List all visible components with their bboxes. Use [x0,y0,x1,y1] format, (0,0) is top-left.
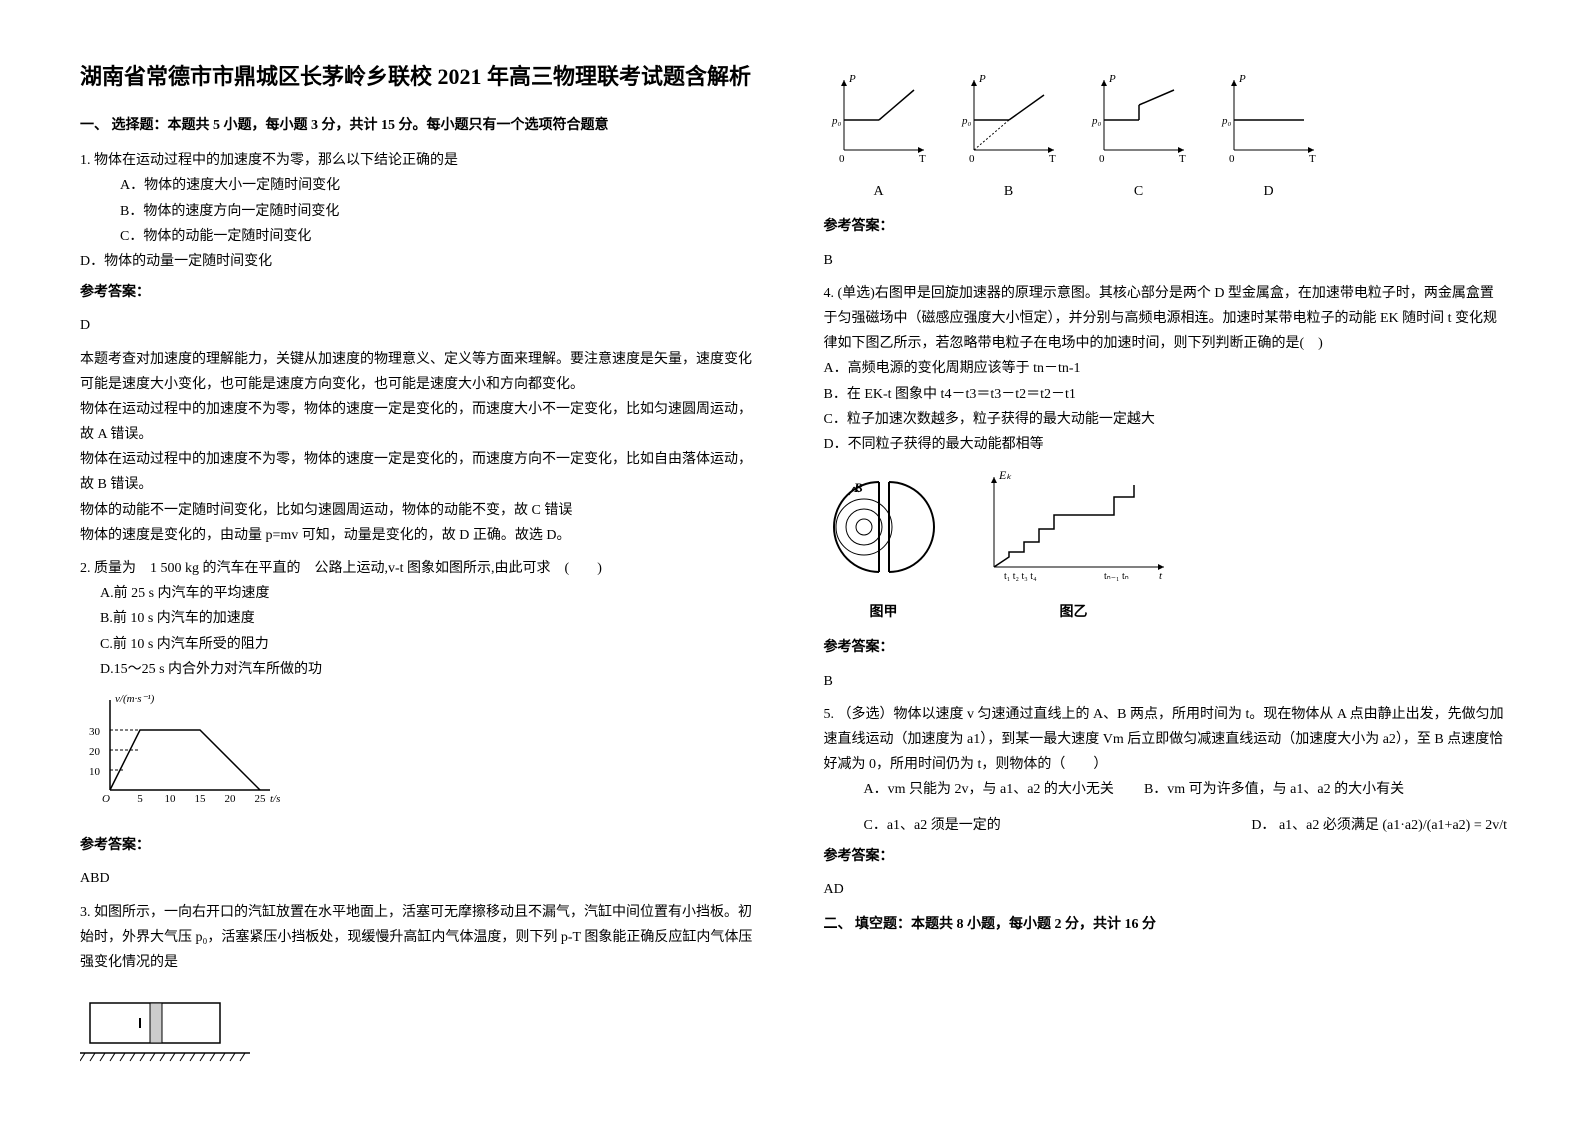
svg-text:10: 10 [165,793,177,805]
q3-label-d: D [1214,179,1324,204]
q4-opt-c: C．粒子加速次数越多，粒子获得的最大动能一定越大 [824,407,1508,432]
svg-text:25: 25 [255,793,267,805]
q2-opt-d: D.15～25 s 内合外力对汽车所做的功 [100,657,764,682]
q4-fig2: Eₖ t₁ t₂ t₃ t₄ tₙ₋₁ tₙ t 图乙 [974,467,1174,625]
q3-graph-d: p₀ P T 0 D [1214,70,1324,204]
q2-ans-label: 参考答案： [80,833,764,858]
q2-stem: 2. 质量为 1 500 kg 的汽车在平直的 公路上运动,v-t 图象如图所示… [80,556,764,581]
q1-opt-c: C．物体的动能一定随时间变化 [120,224,764,249]
svg-text:T: T [1049,153,1056,165]
svg-text:p₀: p₀ [1221,115,1232,127]
q5-formula: a1、a2 必须满足 (a1·a2)/(a1+a2) = 2v/t [1279,818,1507,833]
q1-exp1: 本题考查对加速度的理解能力，关键从加速度的物理意义、定义等方面来理解。要注意速度… [80,347,764,397]
q1-opt-d: D．物体的动量一定随时间变化 [80,249,764,274]
svg-text:30: 30 [89,726,101,738]
svg-text:20: 20 [89,746,101,758]
question-5: 5. （多选）物体以速度 v 匀速通过直线上的 A、B 两点，所用时间为 t。现… [824,702,1508,902]
q2-vt-chart: 10 20 30 5 10 15 20 25 v/(m·s⁻¹) t/s O [80,690,280,810]
q2-ans: ABD [80,866,764,891]
svg-text:0: 0 [969,153,975,165]
question-1: 1. 物体在运动过程中的加速度不为零，那么以下结论正确的是 A．物体的速度大小一… [80,148,764,548]
svg-text:t₁ t₂ t₃ t₄: t₁ t₂ t₃ t₄ [1004,571,1037,582]
svg-text:P: P [1108,73,1116,85]
q4-fig1: B 图甲 [824,467,944,625]
q3-graph-options: p₀ P T 0 A p₀ P T 0 B [824,70,1508,204]
svg-text:O: O [102,793,110,805]
q4-opt-a: A．高频电源的变化周期应该等于 tn－tn-1 [824,356,1508,381]
svg-text:15: 15 [195,793,207,805]
q2-opt-b: B.前 10 s 内汽车的加速度 [100,606,764,631]
q4-opt-d: D．不同粒子获得的最大动能都相等 [824,432,1508,457]
svg-text:10: 10 [89,766,101,778]
q1-opt-a: A．物体的速度大小一定随时间变化 [120,173,764,198]
q1-ans-label: 参考答案： [80,280,764,305]
svg-text:t: t [1159,570,1163,582]
q1-exp4: 物体的动能不一定随时间变化，比如匀速圆周运动，物体的动能不变，故 C 错误 [80,498,764,523]
q1-opt-b: B．物体的速度方向一定随时间变化 [120,199,764,224]
svg-text:p₀: p₀ [831,115,842,127]
q3-graph-c: p₀ P T 0 C [1084,70,1194,204]
q4-ans-label: 参考答案： [824,635,1508,660]
svg-text:p₀: p₀ [961,115,972,127]
q3-graph-b: p₀ P T 0 B [954,70,1064,204]
q3-label-b: B [954,179,1064,204]
svg-text:v/(m·s⁻¹): v/(m·s⁻¹) [115,693,155,705]
q3-label-c: C [1084,179,1194,204]
section-2-header: 二、 填空题：本题共 8 小题，每小题 2 分，共计 16 分 [824,912,1508,937]
q3-graph-a: p₀ P T 0 A [824,70,934,204]
q3-cylinder-diagram [80,983,260,1073]
svg-text:0: 0 [839,153,845,165]
q4-opt-b: B．在 EK-t 图象中 t4－t3＝t3－t2＝t2－t1 [824,382,1508,407]
q2-opt-a: A.前 25 s 内汽车的平均速度 [100,581,764,606]
svg-text:0: 0 [1229,153,1235,165]
q1-stem: 1. 物体在运动过程中的加速度不为零，那么以下结论正确的是 [80,148,764,173]
q4-stem: 4. (单选)右图甲是回旋加速器的原理示意图。其核心部分是两个 D 型金属盒，在… [824,281,1508,357]
svg-text:tₙ₋₁ tₙ: tₙ₋₁ tₙ [1104,571,1129,582]
q1-exp2: 物体在运动过程中的加速度不为零，物体的速度一定是变化的，而速度大小不一定变化，比… [80,397,764,447]
svg-text:0: 0 [1099,153,1105,165]
q2-opt-c: C.前 10 s 内汽车所受的阻力 [100,632,764,657]
q1-exp3: 物体在运动过程中的加速度不为零，物体的速度一定是变化的，而速度方向不一定变化，比… [80,447,764,497]
exam-title: 湖南省常德市市鼎城区长茅岭乡联校 2021 年高三物理联考试题含解析 [80,60,764,93]
question-2: 2. 质量为 1 500 kg 的汽车在平直的 公路上运动,v-t 图象如图所示… [80,556,764,892]
svg-text:20: 20 [225,793,237,805]
question-4: 4. (单选)右图甲是回旋加速器的原理示意图。其核心部分是两个 D 型金属盒，在… [824,281,1508,694]
q5-opt-c: C．a1、a2 须是一定的 [864,813,1001,838]
svg-text:t/s: t/s [270,793,280,805]
svg-text:p₀: p₀ [1091,115,1102,127]
q5-opt-d: D． a1、a2 必须满足 (a1·a2)/(a1+a2) = 2v/t [1251,813,1507,838]
q5-opt-a: A．vm 只能为 2v，与 a1、a2 的大小无关 [864,777,1114,802]
svg-text:P: P [848,73,856,85]
svg-text:T: T [919,153,926,165]
q1-exp5: 物体的速度是变化的，由动量 p=mv 可知，动量是变化的，故 D 正确。故选 D… [80,523,764,548]
svg-text:T: T [1309,153,1316,165]
q3-ans: B [824,248,1508,273]
svg-text:P: P [978,73,986,85]
q3-stem: 3. 如图所示，一向右开口的汽缸放置在水平地面上，活塞可无摩擦移动且不漏气，汽缸… [80,900,764,976]
q3-label-a: A [824,179,934,204]
svg-text:T: T [1179,153,1186,165]
svg-text:5: 5 [137,793,143,805]
q3-ans-label: 参考答案： [824,214,1508,239]
q5-ans-label: 参考答案： [824,844,1508,869]
section-1-header: 一、 选择题：本题共 5 小题，每小题 3 分，共计 15 分。每小题只有一个选… [80,113,764,138]
q1-ans: D [80,313,764,338]
svg-text:P: P [1238,73,1246,85]
q5-stem: 5. （多选）物体以速度 v 匀速通过直线上的 A、B 两点，所用时间为 t。现… [824,702,1508,778]
q5-ans: AD [824,877,1508,902]
q4-ans: B [824,669,1508,694]
q5-opt-b: B．vm 可为许多值，与 a1、a2 的大小有关 [1144,777,1404,802]
svg-text:Eₖ: Eₖ [998,468,1012,482]
question-3: 3. 如图所示，一向右开口的汽缸放置在水平地面上，活塞可无摩擦移动且不漏气，汽缸… [80,900,764,1091]
